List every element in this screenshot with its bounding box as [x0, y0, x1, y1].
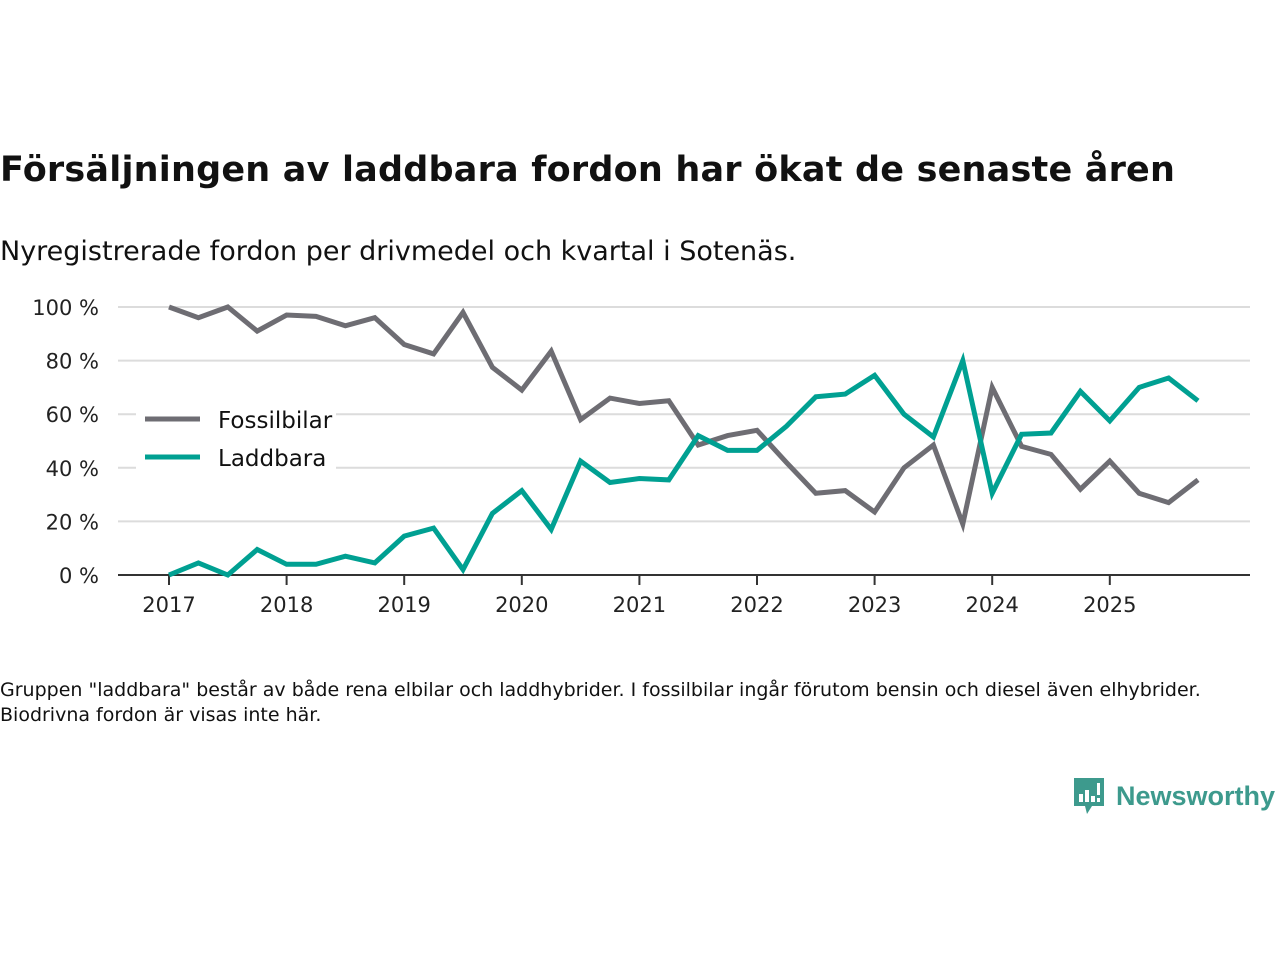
x-tick-label: 2021: [613, 593, 666, 617]
x-tick-label: 2017: [142, 593, 195, 617]
x-tick-label: 2018: [260, 593, 313, 617]
series-lines: [168, 304, 1200, 578]
footnote: Gruppen "laddbara" består av både rena e…: [0, 679, 1201, 726]
y-tick-label: 0 %: [59, 564, 99, 588]
x-tick-label: 2022: [730, 593, 783, 617]
x-tick-label: 2020: [495, 593, 548, 617]
series-line-laddbara: [168, 351, 1200, 578]
series-line-fossilbilar: [168, 304, 1200, 534]
legend-background: [136, 400, 336, 478]
y-tick-label: 40 %: [46, 457, 99, 481]
chart-subtitle: Nyregistrerade fordon per drivmedel och …: [0, 236, 797, 267]
chart-title: Försäljningen av laddbara fordon har öka…: [0, 150, 1176, 190]
x-tick-label: 2024: [965, 593, 1018, 617]
line-chart: 0 % 20 % 40 % 60 % 80 % 100 % 2017 2018 2019 202…: [32, 296, 1250, 617]
legend-label: Fossilbilar: [218, 408, 333, 434]
y-tick-label: 60 %: [46, 403, 99, 427]
bar-chart-bubble-icon: [1074, 778, 1104, 814]
x-tick-label: 2025: [1083, 593, 1136, 617]
y-axis-ticks: 0 % 20 % 40 % 60 % 80 % 100 %: [32, 296, 99, 588]
y-tick-label: 80 %: [46, 350, 99, 374]
x-tick-label: 2019: [377, 593, 430, 617]
legend-label: Laddbara: [218, 446, 326, 472]
brand-name: Newsworthy: [1116, 780, 1276, 811]
x-axis: 2017 2018 2019 2020 2021 2022 2023 2024 2025: [118, 574, 1250, 617]
x-tick-label: 2023: [848, 593, 901, 617]
newsworthy-logo: Newsworthy: [1072, 776, 1275, 816]
legend: Fossilbilar Laddbara: [136, 400, 336, 478]
y-tick-label: 100 %: [32, 296, 99, 320]
y-tick-label: 20 %: [46, 510, 99, 534]
